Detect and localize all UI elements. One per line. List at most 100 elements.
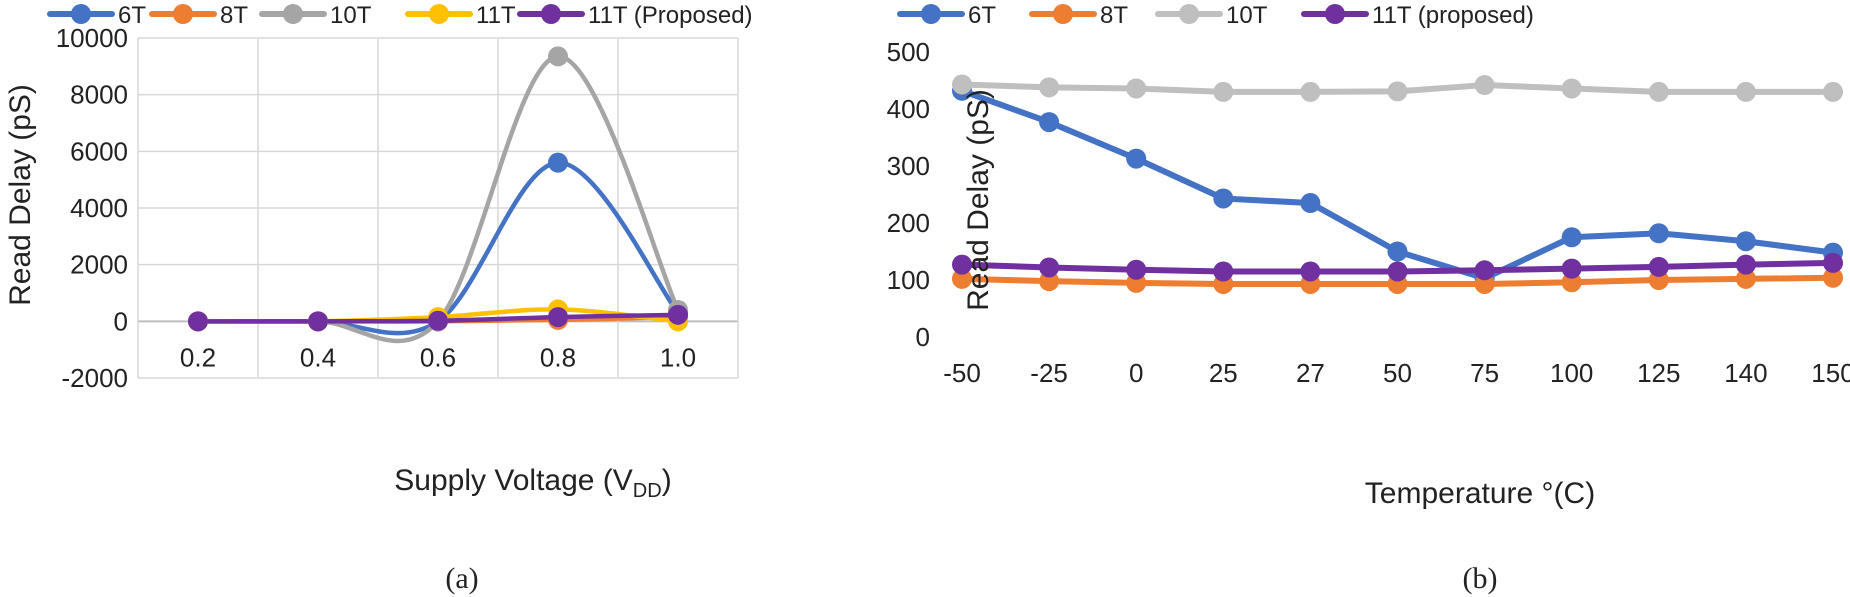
chart-b-series-10t-point [952, 74, 972, 95]
chart-b-series-10t-point [1474, 75, 1495, 96]
chart-b-x-tick-label: 125 [1637, 358, 1680, 388]
chart-a-legend-11t-proposed-marker [541, 4, 561, 24]
chart-b-y-tick-label: 300 [887, 151, 930, 181]
chart-a: 10000 8000 6000 4000 2000 0 -2000 0.2 0.4 0.6 0.8… [4, 2, 753, 595]
chart-b-series-10t-point [1039, 77, 1060, 98]
chart-b-series-11t-proposed-point [1039, 257, 1060, 278]
chart-b-series-8t-point [1561, 272, 1582, 293]
chart-a-legend-11t-proposed-label: 11T (Proposed) [588, 2, 753, 29]
chart-b-legend-11t-proposed-marker [1325, 4, 1345, 24]
chart-a-x-axis-label: Supply Voltage (VDD) [394, 464, 671, 502]
chart-a-y-tick-label: -2000 [62, 363, 129, 393]
chart-b-series-6t-point [1387, 241, 1408, 262]
chart-b-legend-10t-marker [1179, 4, 1199, 24]
chart-a-y-tick-label: 8000 [70, 80, 128, 110]
chart-a-y-tick-label: 4000 [70, 193, 128, 223]
chart-a-x-tick-label: 1.0 [660, 342, 696, 372]
chart-b-series-6t-point [1213, 188, 1234, 209]
chart-b-legend-8t-label: 8T [1100, 2, 1128, 29]
chart-a-series-11t-proposed-point [428, 310, 448, 331]
chart-b-y-tick-label: 100 [887, 265, 930, 295]
chart-b-series-10t-point [1561, 78, 1582, 99]
chart-b-x-tick-label: -50 [943, 358, 981, 388]
chart-a-legend-10t-marker [283, 4, 303, 24]
chart-b-x-tick-label: 100 [1550, 358, 1593, 388]
chart-a-series-11t-proposed-markers [188, 304, 688, 332]
chart-b-series-10t-point [1213, 81, 1234, 102]
chart-b-series-10t-point [1648, 81, 1669, 102]
chart-b-series-11t-proposed-point [1474, 260, 1495, 281]
chart-a-legend-8t-marker [173, 4, 193, 24]
chart-a-series-10t-markers [188, 46, 688, 332]
chart-b-legend-11t-proposed-label: 11T (proposed) [1372, 2, 1534, 29]
chart-a-x-axis-label-end: ) [662, 464, 672, 497]
chart-b-series-6t-point [1300, 193, 1321, 214]
chart-b-y-tick-label: 200 [887, 208, 930, 238]
chart-a-legend-6t-label: 6T [118, 2, 146, 29]
chart-b-series-11t-proposed-point [1735, 254, 1756, 275]
chart-b-legend: 6T 8T 10T 11T (proposed) [897, 2, 1534, 29]
chart-b-legend-8t-marker [1053, 4, 1073, 24]
chart-b-series-6t-point [1735, 231, 1756, 252]
chart-b-y-ticks: 500 400 300 200 100 0 [887, 37, 930, 352]
chart-b-series-11t-proposed-point [1387, 261, 1408, 282]
chart-a-x-tick-label: 0.8 [540, 342, 576, 372]
chart-b-series-11t-proposed-point [1561, 258, 1582, 279]
chart-a-legend-10t-label: 10T [330, 2, 372, 29]
chart-a-legend-11t-marker [429, 4, 449, 24]
chart-a-x-tick-label: 0.2 [180, 342, 216, 372]
chart-b-series-6t-point [1126, 148, 1147, 169]
chart-b-series-10t-point [1823, 81, 1843, 102]
chart-b-series-8t-point [1474, 273, 1495, 294]
chart-b-legend-6t-marker [921, 4, 941, 24]
chart-a-legend-11t-label: 11T [476, 2, 516, 29]
chart-a-y-ticks: 10000 8000 6000 4000 2000 0 -2000 [56, 23, 128, 393]
chart-b-caption: (b) [1463, 562, 1498, 595]
chart-a-legend-6t-marker [71, 4, 91, 24]
chart-b-series-6t [952, 80, 1843, 289]
chart-b-x-tick-label: 0 [1129, 358, 1143, 388]
chart-b-x-tick-label: 50 [1383, 358, 1412, 388]
chart-b-series-10t-point [1387, 81, 1408, 102]
chart-b-series-6t-point [1561, 227, 1582, 248]
chart-b-x-ticks: -50 -25 0 25 27 50 75 100 125 140 150 [943, 358, 1850, 388]
chart-b-series-11t-proposed-point [1300, 261, 1321, 282]
chart-a-x-axis-label-subscript: DD [633, 480, 662, 502]
chart-b-x-tick-label: -25 [1030, 358, 1068, 388]
chart-b-series-11t-proposed-point [1126, 259, 1147, 280]
chart-b-series [952, 74, 1843, 294]
chart-b-y-tick-label: 400 [887, 94, 930, 124]
chart-b-series-10t-point [1126, 78, 1147, 99]
chart-b-series-8t-point [1735, 268, 1756, 289]
chart-a-y-tick-label: 0 [114, 306, 128, 336]
chart-b-series-11t-proposed-point [1213, 261, 1234, 282]
chart-b-series-6t-point [1648, 223, 1669, 244]
chart-a-legend-8t-label: 8T [220, 2, 248, 29]
chart-b-series-8t-point [1039, 271, 1060, 292]
chart-b-legend-10t-label: 10T [1226, 2, 1268, 29]
chart-a-x-tick-label: 0.4 [300, 342, 336, 372]
chart-b-series-11t-proposed-point [1823, 252, 1843, 273]
chart-b-x-tick-label: 75 [1470, 358, 1499, 388]
chart-b-series-10t-point [1735, 81, 1756, 102]
chart-a-x-axis-label-main: Supply Voltage (V [394, 464, 633, 497]
chart-a-series-11t-proposed-point [308, 311, 328, 332]
chart-a-series-11t-proposed-point [668, 304, 688, 325]
chart-a-x-tick-label: 0.6 [420, 342, 456, 372]
chart-a-y-tick-label: 2000 [70, 250, 128, 280]
chart-b-series-11t-proposed [952, 252, 1843, 282]
chart-a-series [188, 46, 688, 344]
chart-b-x-tick-label: 150 [1811, 358, 1850, 388]
chart-a-caption: (a) [445, 562, 478, 595]
chart-b-x-axis-label: Temperature °(C) [1365, 477, 1595, 510]
chart-a-series-6t-point [548, 152, 568, 173]
chart-b-x-tick-label: 25 [1209, 358, 1238, 388]
chart-a-x-ticks: 0.2 0.4 0.6 0.8 1.0 [180, 342, 696, 372]
chart-b-series-8t-point [952, 268, 972, 289]
chart-b-series-10t-point [1300, 81, 1321, 102]
chart-b-series-6t-point [1039, 112, 1060, 133]
chart-b-x-tick-label: 140 [1724, 358, 1767, 388]
chart-a-series-11t-proposed-point [548, 307, 568, 328]
chart-a-legend: 6T 8T 10T 11T 11T (Proposed) [47, 2, 753, 29]
